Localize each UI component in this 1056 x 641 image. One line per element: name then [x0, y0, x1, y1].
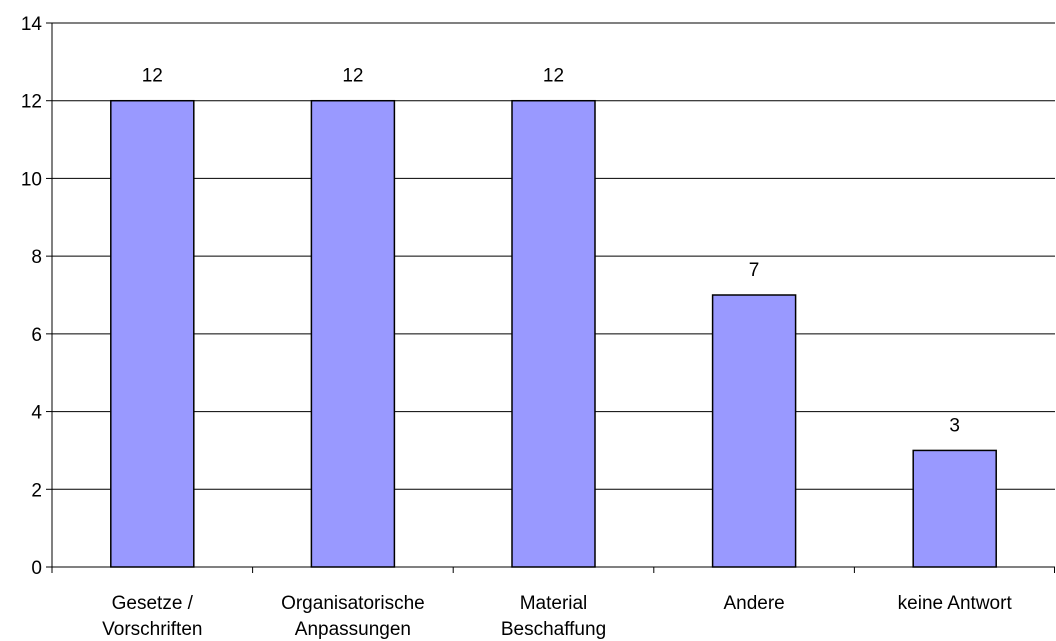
y-tick-label: 6 [31, 325, 42, 346]
x-category-label: Vorschriften [102, 619, 202, 640]
data-label: 3 [949, 415, 960, 436]
bars [110, 99, 997, 568]
data-label: 12 [142, 66, 163, 87]
bar [711, 294, 797, 568]
x-category-label: Organisatorische [281, 593, 425, 614]
axes [46, 22, 1055, 573]
y-tick-label: 14 [21, 14, 43, 35]
data-label: 7 [749, 260, 760, 281]
y-tick-label: 0 [31, 558, 42, 579]
bar [110, 99, 195, 568]
labels: 0 2 4 6 8 10 12 14 12 Gesetze / Vorschriften 12 Orga… [21, 14, 1013, 640]
x-category-label: Beschaffung [501, 619, 606, 640]
x-category-label: Gesetze / [112, 593, 194, 614]
bar [310, 99, 396, 568]
x-category-label: Andere [723, 593, 784, 614]
x-category-label: Material [520, 593, 588, 614]
y-tick-label: 8 [31, 247, 42, 268]
y-tick-label: 2 [31, 480, 42, 501]
y-tick-label: 4 [31, 403, 42, 424]
y-tick-label: 10 [21, 169, 42, 190]
x-category-label: keine Antwort [898, 593, 1013, 614]
data-label: 12 [543, 66, 564, 87]
bar [912, 449, 997, 568]
y-tick-label: 12 [21, 92, 42, 113]
data-label: 12 [342, 66, 363, 87]
x-category-label: Anpassungen [295, 619, 411, 640]
bar [511, 99, 596, 568]
